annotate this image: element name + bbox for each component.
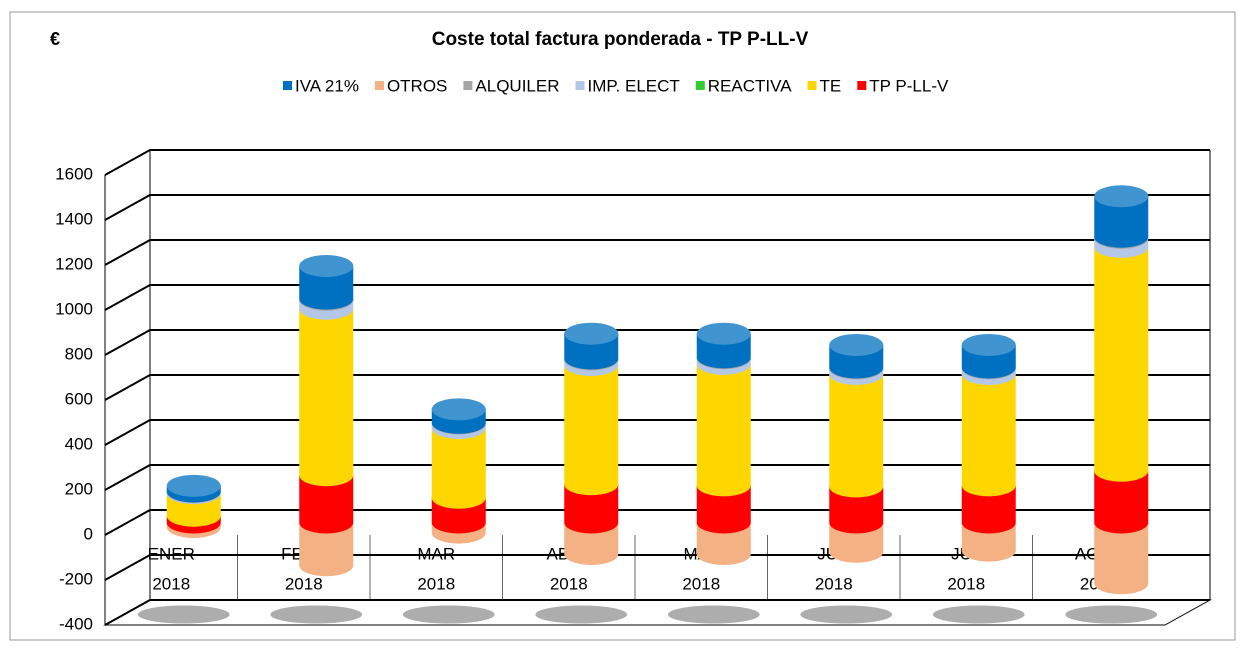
legend-label: IMP. ELECT xyxy=(588,76,680,95)
x-tick-label: 2018 xyxy=(285,574,323,593)
x-tick-label: 2018 xyxy=(417,574,455,593)
legend-label: TE xyxy=(820,76,842,95)
chart-frame xyxy=(9,11,1236,641)
y-tick-label: 400 xyxy=(65,434,93,453)
y-tick-label: 600 xyxy=(65,389,93,408)
y-tick-label: 1600 xyxy=(55,164,93,183)
bar-top xyxy=(431,398,486,421)
y-axis-label: € xyxy=(50,29,60,49)
floor-shadow xyxy=(137,605,230,624)
grid-line xyxy=(104,239,1210,266)
x-tick-label: 2018 xyxy=(682,574,720,593)
y-tick-label: -400 xyxy=(59,614,93,633)
floor-shadow xyxy=(1065,605,1158,624)
bar-segment xyxy=(829,522,884,563)
bar-segment xyxy=(299,308,354,487)
y-tick-label: 0 xyxy=(84,524,93,543)
legend-swatch xyxy=(463,81,473,90)
floor-shadow xyxy=(667,605,760,624)
bar-segment xyxy=(1094,522,1149,595)
bar-segment xyxy=(299,266,354,310)
x-tick-label: 2018 xyxy=(815,574,853,593)
bar-segment xyxy=(696,363,751,497)
floor-shadow xyxy=(402,605,495,624)
bar-segment xyxy=(299,475,354,534)
bar-segment xyxy=(564,365,619,496)
bar-segment xyxy=(1094,196,1149,248)
chart-title: Coste total factura ponderada - TP P-LL-… xyxy=(432,29,809,50)
bar-segment xyxy=(431,428,486,509)
y-tick-label: 800 xyxy=(65,344,93,363)
x-tick-label: 2018 xyxy=(152,574,190,593)
legend-swatch xyxy=(857,81,867,90)
legend-swatch xyxy=(283,81,292,90)
grid-line xyxy=(104,284,1210,311)
x-tick-label: 2018 xyxy=(550,574,588,593)
floor-shadow xyxy=(535,605,628,624)
y-tick-label: 1200 xyxy=(55,254,93,273)
bar-segment xyxy=(961,374,1016,497)
y-tick-label: -200 xyxy=(59,569,93,588)
bar-top xyxy=(961,333,1016,356)
bar-segment xyxy=(696,522,751,565)
bar-top xyxy=(696,322,751,345)
y-tick-label: 1000 xyxy=(55,299,93,318)
bar-segment xyxy=(564,484,619,534)
bar-top xyxy=(299,255,354,277)
x-tick-label: ENER xyxy=(148,544,195,563)
grid-line xyxy=(104,194,1210,221)
floor-shadow xyxy=(800,605,893,624)
bar-segment xyxy=(829,486,884,534)
legend-label: TP P-LL-V xyxy=(869,76,949,95)
bar-segment xyxy=(829,374,884,498)
legend-label: ALQUILER xyxy=(475,76,559,95)
bar-segment xyxy=(564,522,619,565)
legend-swatch xyxy=(575,81,585,90)
bar-segment xyxy=(961,522,1016,562)
bar-top xyxy=(1094,185,1149,208)
y-tick-label: 1400 xyxy=(55,209,93,228)
floor xyxy=(103,599,1212,626)
grid-line xyxy=(104,329,1210,356)
grid-line xyxy=(104,149,1210,176)
x-tick-label: MAR xyxy=(417,544,455,563)
floor-shadow xyxy=(932,605,1025,624)
bar-segment xyxy=(1094,246,1149,482)
legend-swatch xyxy=(695,81,705,90)
legend-swatch xyxy=(807,81,817,90)
bar-top xyxy=(829,333,884,356)
legend-swatch xyxy=(374,81,384,90)
bar-segment xyxy=(961,485,1016,534)
legend-label: IVA 21% xyxy=(295,76,359,95)
floor-shadow xyxy=(270,605,363,624)
bar-top xyxy=(564,322,619,345)
bar-segment xyxy=(299,522,354,577)
bar-segment xyxy=(1094,470,1149,534)
x-tick-label: 2018 xyxy=(947,574,985,593)
legend-label: REACTIVA xyxy=(708,76,792,95)
bar-top xyxy=(166,474,221,497)
grid-line xyxy=(104,599,1210,626)
y-tick-label: 200 xyxy=(65,479,93,498)
legend-label: OTROS xyxy=(387,76,447,95)
bar-segment xyxy=(696,485,751,534)
